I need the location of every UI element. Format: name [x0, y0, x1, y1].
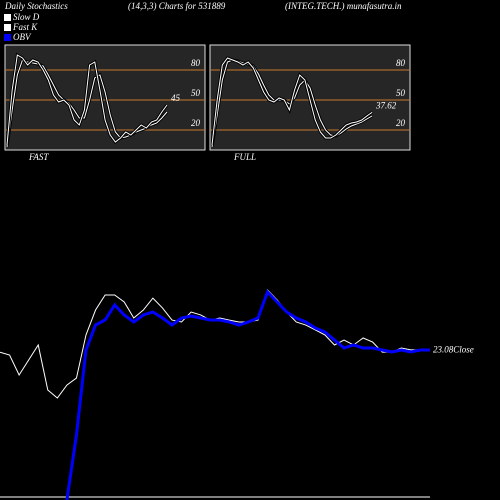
- y-tick-label: 80: [191, 58, 201, 68]
- legend-label: OBV: [13, 32, 32, 42]
- panel-title: FULL: [233, 152, 256, 162]
- y-tick-label: 80: [396, 58, 406, 68]
- header: Daily Stochastics: [4, 1, 68, 11]
- header: (14,3,3) Charts for 531889: [128, 1, 226, 11]
- legend-swatch: [4, 34, 11, 41]
- end-label: 45: [171, 93, 181, 103]
- series-line: [0, 289, 431, 399]
- close-label: 23.08Close: [433, 344, 474, 354]
- legend-swatch: [4, 24, 11, 31]
- legend-swatch: [4, 14, 11, 21]
- legend-label: Fast K: [12, 22, 38, 32]
- close-text: Close: [453, 344, 474, 354]
- stoch-line: [6, 59, 168, 148]
- close-value: 23.08: [433, 344, 454, 354]
- header: (INTEG.TECH.) munafasutra.in: [285, 1, 402, 11]
- y-tick-label: 50: [191, 88, 201, 98]
- stoch-line: [6, 54, 168, 146]
- y-tick-label: 20: [396, 118, 406, 128]
- stoch-line: [211, 57, 373, 146]
- end-label: 37.62: [375, 100, 397, 110]
- series-line: [65, 289, 430, 500]
- y-tick-label: 20: [191, 118, 201, 128]
- y-tick-label: 50: [396, 88, 406, 98]
- legend-label: Slow D: [13, 12, 40, 22]
- panel-title: FAST: [28, 152, 49, 162]
